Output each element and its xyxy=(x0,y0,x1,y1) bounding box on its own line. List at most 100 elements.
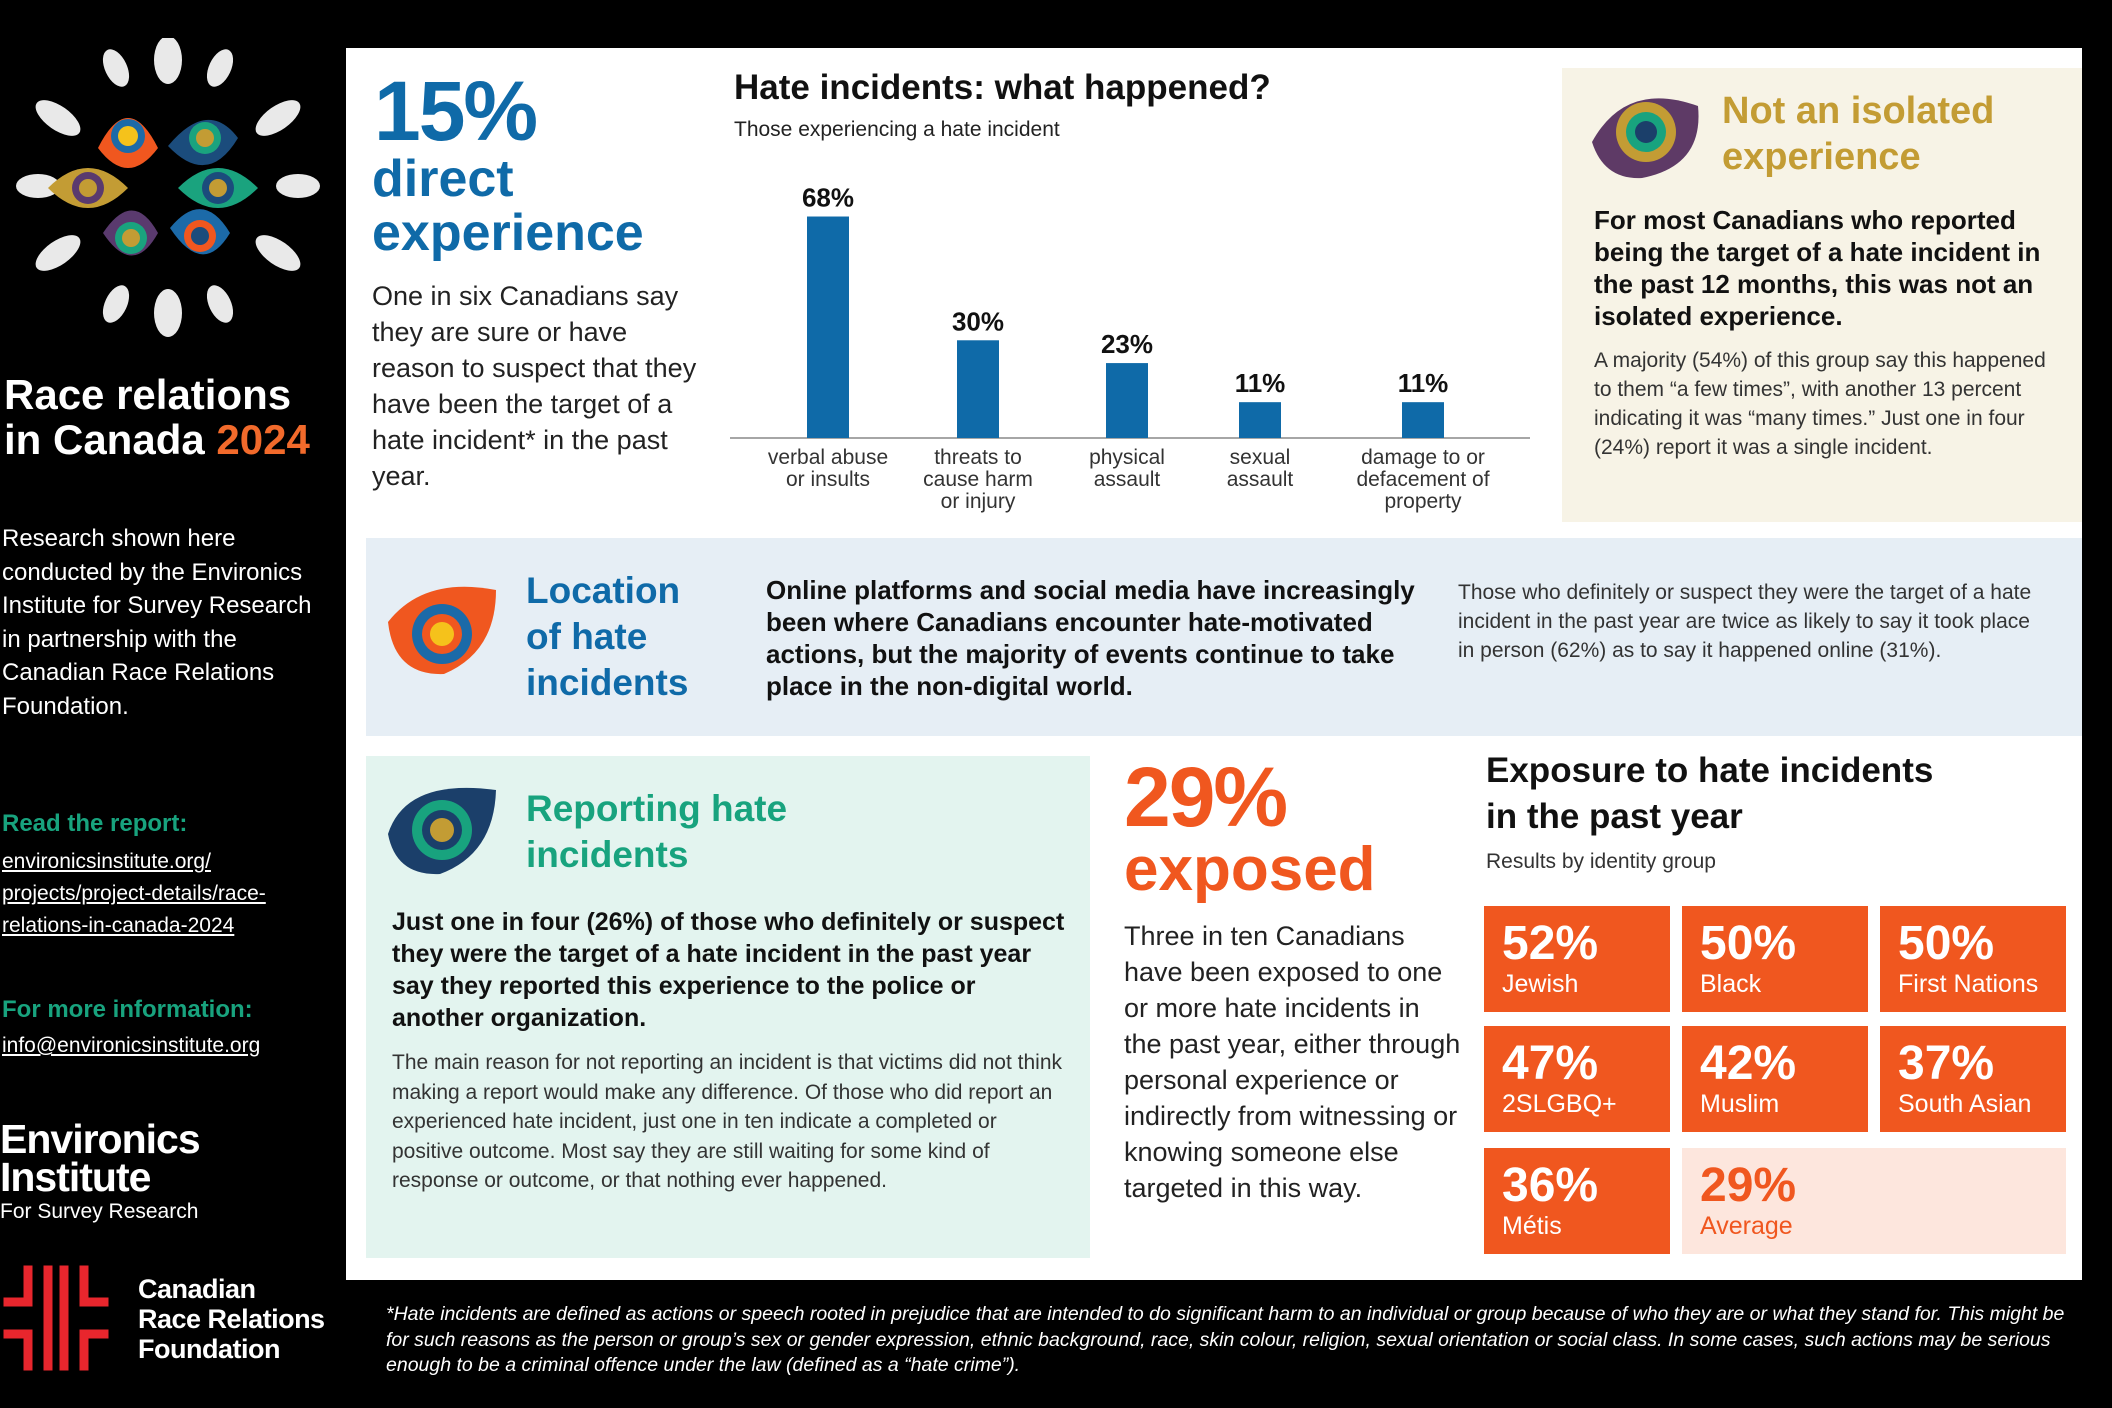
isolated-body: A majority (54%) of this group say this … xyxy=(1594,349,2046,459)
tile-percent: 37% xyxy=(1898,1037,1995,1090)
exposure-tile-average: 29% Average xyxy=(1682,1148,2066,1254)
tile-percent: 29% xyxy=(1700,1159,1797,1212)
tile-label: South Asian xyxy=(1898,1090,2032,1118)
more-info-label: For more information: xyxy=(2,996,253,1023)
isolated-title: Not an isolated experience xyxy=(1722,88,2052,180)
reporting-title-line-2: incidents xyxy=(526,834,689,875)
exposure-tile: 50% Black xyxy=(1682,906,1868,1012)
category-label: sexual xyxy=(1230,446,1291,469)
footnote: *Hate incidents are defined as actions o… xyxy=(386,1303,2065,1376)
exposure-title-line-1: Exposure to hate incidents xyxy=(1486,751,1934,790)
email-link[interactable]: info@environicsinstitute.org xyxy=(2,1034,261,1057)
tile-percent: 52% xyxy=(1502,917,1599,970)
sidebar-title: Race relations in Canada 2024 xyxy=(4,372,334,462)
crrf-line-2: Race Relations xyxy=(138,1304,325,1334)
bar xyxy=(957,340,999,438)
exposure-tile: 37% South Asian xyxy=(1880,1026,2066,1132)
report-link-part-3[interactable]: relations-in-canada-2024 xyxy=(2,914,235,937)
category-label: cause harm xyxy=(923,468,1033,491)
category-label: threats to xyxy=(934,446,1022,469)
tile-percent: 42% xyxy=(1700,1037,1797,1090)
crrf-line-1: Canadian xyxy=(138,1274,256,1304)
bar-value-label: 23% xyxy=(1101,329,1153,359)
tile-label: Métis xyxy=(1502,1212,1562,1240)
location-lead: Online platforms and social media have i… xyxy=(766,575,1415,701)
eye-icon xyxy=(1592,98,1699,179)
category-label: damage to or xyxy=(1361,446,1485,469)
tile-percent: 50% xyxy=(1700,917,1797,970)
category-label: physical xyxy=(1089,446,1165,469)
exposure-tile: 52% Jewish xyxy=(1484,906,1670,1012)
tile-label: Average xyxy=(1700,1212,1793,1240)
location-body: Those who definitely or suspect they wer… xyxy=(1458,581,2032,662)
environics-logo: Environics Institute xyxy=(0,1119,340,1198)
exposed-percent: 29% xyxy=(1124,750,1288,844)
report-link[interactable]: environicsinstitute.org/ projects/projec… xyxy=(2,846,342,942)
chart-subtitle: Those experiencing a hate incident xyxy=(734,118,1060,141)
flower-logo-icon xyxy=(16,38,320,337)
bar-value-label: 11% xyxy=(1398,368,1449,398)
location-title-line-3: incidents xyxy=(526,662,689,703)
crrf-logo-text: Canadian Race Relations Foundation xyxy=(138,1274,348,1364)
isolated-lead: For most Canadians who reported being th… xyxy=(1594,205,2041,331)
direct-label: direct experience xyxy=(372,152,692,260)
location-band xyxy=(366,538,2082,736)
exposure-tile: 50% First Nations xyxy=(1880,906,2066,1012)
sidebar-description: Research shown here conducted by the Env… xyxy=(2,525,312,720)
direct-body: One in six Canadians say they are sure o… xyxy=(372,281,697,491)
reporting-lead: Just one in four (26%) of those who defi… xyxy=(392,908,1065,1032)
tile-label: Jewish xyxy=(1502,970,1579,998)
report-link-part-1[interactable]: environicsinstitute.org/ xyxy=(2,850,211,873)
tile-label: Black xyxy=(1700,970,1762,998)
isolated-title-line-2: experience xyxy=(1722,136,1921,178)
tile-label: First Nations xyxy=(1898,970,2039,998)
tile-percent: 47% xyxy=(1502,1037,1599,1090)
environics-sub: For Survey Research xyxy=(0,1200,199,1223)
exposure-title: Exposure to hate incidents in the past y… xyxy=(1486,748,2006,840)
category-label: assault xyxy=(1094,468,1161,491)
bar xyxy=(807,216,849,438)
category-label: verbal abuse xyxy=(768,446,888,469)
crrf-line-3: Foundation xyxy=(138,1334,280,1364)
tile-label: Muslim xyxy=(1700,1090,1780,1118)
bar xyxy=(1402,402,1444,438)
tile-percent: 50% xyxy=(1898,917,1995,970)
bar xyxy=(1239,402,1281,438)
exposed-label: exposed xyxy=(1124,835,1376,904)
category-label: assault xyxy=(1227,468,1294,491)
title-line-1: Race relations xyxy=(4,371,292,418)
direct-label-line-2: experience xyxy=(372,204,644,262)
read-report-label: Read the report: xyxy=(2,810,188,837)
tile-label: 2SLGBQ+ xyxy=(1502,1090,1617,1118)
chart-title: Hate incidents: what happened? xyxy=(734,68,1271,107)
title-line-2: in Canada xyxy=(4,416,205,463)
exposed-body: Three in ten Canadians have been exposed… xyxy=(1124,921,1461,1203)
eye-icon xyxy=(388,586,496,675)
exposure-tile: 42% Muslim xyxy=(1682,1026,1868,1132)
reporting-body: The main reason for not reporting an inc… xyxy=(392,1051,1063,1192)
isolated-title-line-1: Not an isolated xyxy=(1722,90,1995,132)
bar xyxy=(1106,363,1148,438)
bar-value-label: 68% xyxy=(802,183,854,213)
environics-line-1: Environics xyxy=(0,1116,201,1162)
tile-percent: 36% xyxy=(1502,1159,1599,1212)
report-link-part-2[interactable]: projects/project-details/race- xyxy=(2,882,266,905)
reporting-box xyxy=(366,756,1090,1258)
bar-value-label: 30% xyxy=(952,306,1004,336)
location-title: Location of hate incidents xyxy=(526,568,726,706)
category-label: or insults xyxy=(786,468,870,491)
sidebar: Race relations in Canada 2024 Research s… xyxy=(0,0,346,1408)
eye-icon xyxy=(388,787,496,875)
exposure-title-line-2: in the past year xyxy=(1486,797,1743,836)
bar-value-label: 11% xyxy=(1235,368,1286,398)
location-title-line-1: Location xyxy=(526,570,681,611)
reporting-title-line-1: Reporting hate xyxy=(526,788,788,829)
category-label: or injury xyxy=(941,490,1016,513)
reporting-title: Reporting hate incidents xyxy=(526,786,856,878)
category-label: property xyxy=(1384,490,1462,513)
direct-label-line-1: direct xyxy=(372,150,514,208)
environics-line-2: Institute xyxy=(0,1154,151,1200)
title-year: 2024 xyxy=(216,416,310,463)
exposure-subtitle: Results by identity group xyxy=(1486,850,1716,873)
